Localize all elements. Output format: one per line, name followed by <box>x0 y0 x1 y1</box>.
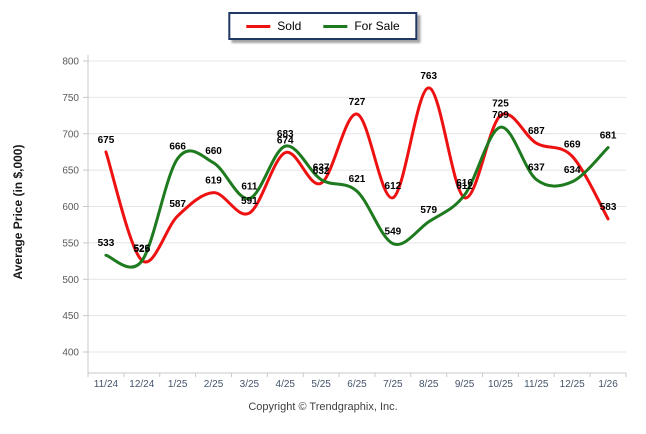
sold-value-label: 526 <box>133 243 150 254</box>
x-axis-tick-label: 6/25 <box>347 379 367 390</box>
sold-value-label: 632 <box>313 166 330 177</box>
sold-value-label: 612 <box>456 181 473 192</box>
x-axis-tick-label: 5/25 <box>311 379 331 390</box>
sold-value-label: 591 <box>241 196 258 207</box>
copyright-text: Copyright © Trendgraphix, Inc. <box>248 401 398 413</box>
sold-value-label: 669 <box>564 139 581 150</box>
sold-value-label: 674 <box>277 136 294 147</box>
y-axis-tick-label: 650 <box>62 166 79 177</box>
for-sale-value-label: 709 <box>492 110 509 121</box>
for-sale-value-label: 533 <box>98 238 115 249</box>
for-sale-value-label: 634 <box>564 165 581 176</box>
x-axis-tick-label: 8/25 <box>419 379 439 390</box>
x-axis-tick-label: 4/25 <box>276 379 296 390</box>
x-axis-tick-label: 1/26 <box>598 379 618 390</box>
legend-label-sold: Sold <box>277 19 302 33</box>
legend: Sold For Sale <box>228 12 418 40</box>
for-sale-value-label: 683 <box>277 129 294 140</box>
sold-value-label: 587 <box>169 199 186 210</box>
y-axis-tick-label: 600 <box>62 202 79 213</box>
x-axis-tick-label: 10/25 <box>488 379 513 390</box>
legend-item-sold: Sold <box>246 19 301 33</box>
for-sale-line-swatch-icon <box>323 24 348 28</box>
for-sale-value-label: 621 <box>349 174 366 185</box>
y-axis-tick-label: 400 <box>62 348 79 359</box>
for-sale-value-label: 666 <box>169 141 186 152</box>
for-sale-value-label: 637 <box>528 163 545 174</box>
for-sale-value-label: 611 <box>241 181 258 192</box>
sold-line <box>104 86 610 264</box>
x-axis-tick-label: 3/25 <box>240 379 260 390</box>
y-axis-tick-label: 700 <box>62 129 79 140</box>
y-axis-tick-label: 450 <box>62 311 79 322</box>
y-axis-tick-label: 550 <box>62 238 79 249</box>
for-sale-value-label: 616 <box>456 178 473 189</box>
for-sale-value-label: 681 <box>600 131 617 142</box>
x-axis-tick-label: 11/25 <box>524 379 549 390</box>
for-sale-line <box>104 125 610 269</box>
sold-value-label: 612 <box>385 181 402 192</box>
y-axis-tick-label: 500 <box>62 275 79 286</box>
sold-value-label: 675 <box>98 135 115 146</box>
sold-value-label: 727 <box>349 97 366 108</box>
sold-value-label: 619 <box>205 176 222 187</box>
y-axis-tick-label: 750 <box>62 93 79 104</box>
legend-label-for-sale: For Sale <box>354 19 400 33</box>
sold-value-label: 583 <box>600 202 617 213</box>
for-sale-value-label: 637 <box>313 163 330 174</box>
x-axis-tick-label: 7/25 <box>383 379 403 390</box>
legend-item-for-sale: For Sale <box>323 19 400 33</box>
sold-value-label: 687 <box>528 126 545 137</box>
x-axis-tick-label: 2/25 <box>204 379 224 390</box>
for-sale-value-label: 579 <box>420 205 437 216</box>
x-axis-tick-label: 12/24 <box>129 379 154 390</box>
y-axis-tick-label: 800 <box>62 57 79 68</box>
x-axis-tick-label: 11/24 <box>94 379 119 390</box>
for-sale-value-label: 549 <box>385 227 402 238</box>
x-axis-tick-label: 12/25 <box>560 379 585 390</box>
for-sale-value-label: 525 <box>133 244 150 255</box>
x-axis-tick-label: 9/25 <box>455 379 475 390</box>
sold-value-label: 725 <box>492 99 509 110</box>
for-sale-value-label: 660 <box>205 146 222 157</box>
sold-value-label: 763 <box>420 71 437 82</box>
x-axis-tick-label: 1/25 <box>168 379 188 390</box>
sold-line-swatch-icon <box>246 24 271 28</box>
